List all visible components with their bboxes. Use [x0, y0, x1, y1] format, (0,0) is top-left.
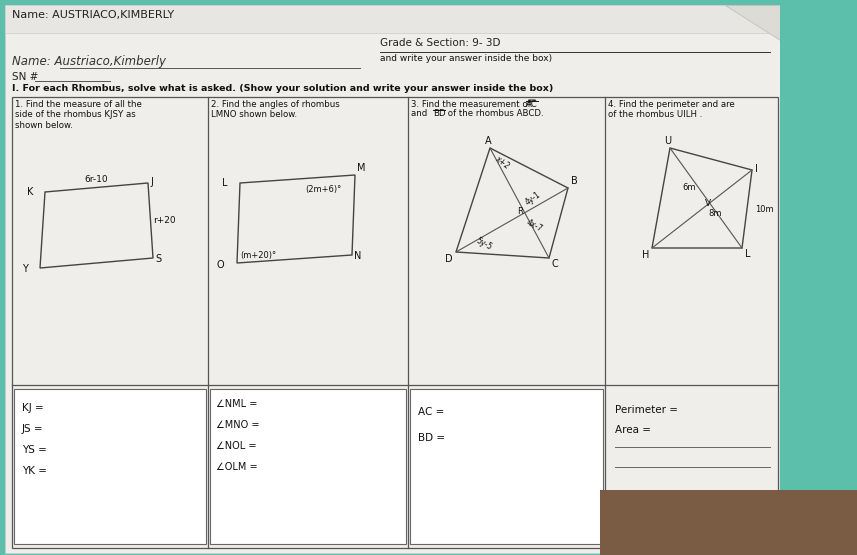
Text: 6m: 6m — [682, 184, 696, 193]
Text: 4x-7: 4x-7 — [525, 218, 544, 234]
Bar — [12, 97, 778, 548]
Text: N: N — [354, 251, 362, 261]
Bar — [5, 5, 780, 33]
Text: ∠OLM =: ∠OLM = — [216, 462, 258, 472]
Text: 5y-5: 5y-5 — [474, 236, 493, 252]
Bar — [210, 389, 406, 544]
Text: 2. Find the angles of rhombus
LMNO shown below.: 2. Find the angles of rhombus LMNO shown… — [211, 100, 339, 119]
Text: AC: AC — [526, 100, 537, 109]
Text: BD =: BD = — [418, 433, 445, 443]
Text: H: H — [642, 250, 649, 260]
Text: 3. Find the measurement of: 3. Find the measurement of — [411, 100, 534, 109]
Text: r+20: r+20 — [153, 216, 176, 225]
Text: 4y-1: 4y-1 — [523, 190, 542, 208]
Text: L: L — [223, 178, 228, 188]
Text: 8m: 8m — [708, 209, 722, 218]
Text: A: A — [485, 136, 491, 146]
Text: and write your answer inside the box): and write your answer inside the box) — [380, 54, 552, 63]
Text: 4. Find the perimeter and are
of the rhombus UILH .: 4. Find the perimeter and are of the rho… — [608, 100, 734, 119]
Text: Area =: Area = — [615, 425, 651, 435]
Text: B: B — [571, 176, 578, 186]
Text: S: S — [155, 254, 161, 264]
Text: V: V — [705, 199, 711, 209]
Text: I. For each Rhombus, solve what is asked. (Show your solution and write your ans: I. For each Rhombus, solve what is asked… — [12, 84, 554, 93]
Text: 6r-10: 6r-10 — [85, 175, 108, 184]
Bar — [780, 5, 857, 553]
Text: C: C — [552, 259, 559, 269]
Text: J: J — [150, 177, 153, 187]
Text: Name: Austriaco,Kimberly: Name: Austriaco,Kimberly — [12, 55, 166, 68]
Polygon shape — [725, 5, 780, 40]
Text: ∠MNO =: ∠MNO = — [216, 420, 260, 430]
Text: x+2: x+2 — [494, 155, 512, 171]
Text: M: M — [357, 163, 365, 173]
Bar — [14, 389, 206, 544]
Text: (2m+6)°: (2m+6)° — [305, 185, 341, 194]
Text: ∠NML =: ∠NML = — [216, 399, 257, 409]
Text: YS =: YS = — [22, 445, 47, 455]
Text: 10m: 10m — [755, 204, 774, 214]
Text: K: K — [27, 187, 33, 197]
Text: Perimeter =: Perimeter = — [615, 405, 678, 415]
Text: Name: AUSTRIACO,KIMBERLY: Name: AUSTRIACO,KIMBERLY — [12, 10, 174, 20]
Text: ∠NOL =: ∠NOL = — [216, 441, 256, 451]
Text: Y: Y — [22, 264, 28, 274]
Text: I: I — [755, 164, 758, 174]
Text: D: D — [446, 254, 453, 264]
Text: JS =: JS = — [22, 424, 44, 434]
Text: of the rhombus ABCD.: of the rhombus ABCD. — [445, 109, 543, 118]
Text: U: U — [664, 136, 672, 146]
Text: R: R — [517, 208, 523, 216]
Text: YK =: YK = — [22, 466, 47, 476]
Bar — [600, 490, 857, 555]
Text: KJ =: KJ = — [22, 403, 44, 413]
Text: SN #: SN # — [12, 72, 39, 82]
Text: (m+20)°: (m+20)° — [240, 251, 276, 260]
Text: L: L — [745, 249, 751, 259]
Bar — [410, 389, 603, 544]
Text: Grade & Section: 9- 3D: Grade & Section: 9- 3D — [380, 38, 500, 48]
Text: 1. Find the measure of all the
side of the rhombus KJSY as
shown below.: 1. Find the measure of all the side of t… — [15, 100, 142, 130]
Text: AC =: AC = — [418, 407, 445, 417]
Text: BD: BD — [433, 109, 446, 118]
Text: and: and — [411, 109, 430, 118]
Text: O: O — [216, 260, 224, 270]
